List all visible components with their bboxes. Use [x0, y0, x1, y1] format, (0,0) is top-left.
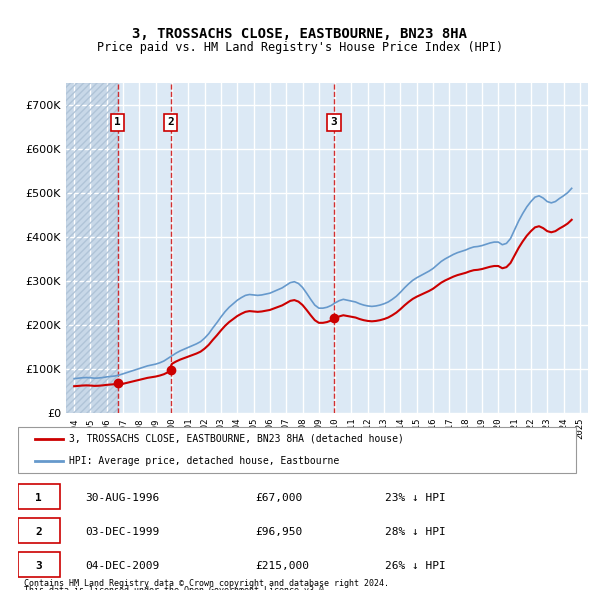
Text: 26% ↓ HPI: 26% ↓ HPI [385, 561, 445, 571]
Text: 04-DEC-2009: 04-DEC-2009 [86, 561, 160, 571]
Text: Price paid vs. HM Land Registry's House Price Index (HPI): Price paid vs. HM Land Registry's House … [97, 41, 503, 54]
Text: This data is licensed under the Open Government Licence v3.0.: This data is licensed under the Open Gov… [24, 586, 329, 590]
Text: 1: 1 [114, 117, 121, 127]
FancyBboxPatch shape [18, 552, 60, 577]
Text: £215,000: £215,000 [255, 561, 309, 571]
FancyBboxPatch shape [18, 519, 60, 543]
Text: Contains HM Land Registry data © Crown copyright and database right 2024.: Contains HM Land Registry data © Crown c… [24, 579, 389, 588]
FancyBboxPatch shape [18, 427, 577, 473]
Text: 3, TROSSACHS CLOSE, EASTBOURNE, BN23 8HA: 3, TROSSACHS CLOSE, EASTBOURNE, BN23 8HA [133, 27, 467, 41]
Text: 28% ↓ HPI: 28% ↓ HPI [385, 527, 445, 537]
Text: 3: 3 [331, 117, 337, 127]
Bar [66, 83, 118, 413]
Text: 2: 2 [35, 527, 42, 537]
Text: 30-AUG-1996: 30-AUG-1996 [86, 493, 160, 503]
Text: 03-DEC-1999: 03-DEC-1999 [86, 527, 160, 537]
Text: £96,950: £96,950 [255, 527, 302, 537]
Text: 3: 3 [35, 561, 42, 571]
Text: 1: 1 [35, 493, 42, 503]
Text: £67,000: £67,000 [255, 493, 302, 503]
Text: HPI: Average price, detached house, Eastbourne: HPI: Average price, detached house, East… [69, 456, 339, 466]
Text: 2: 2 [167, 117, 174, 127]
Bar [66, 83, 118, 413]
Text: 3, TROSSACHS CLOSE, EASTBOURNE, BN23 8HA (detached house): 3, TROSSACHS CLOSE, EASTBOURNE, BN23 8HA… [69, 434, 404, 444]
Text: 23% ↓ HPI: 23% ↓ HPI [385, 493, 445, 503]
FancyBboxPatch shape [18, 484, 60, 509]
